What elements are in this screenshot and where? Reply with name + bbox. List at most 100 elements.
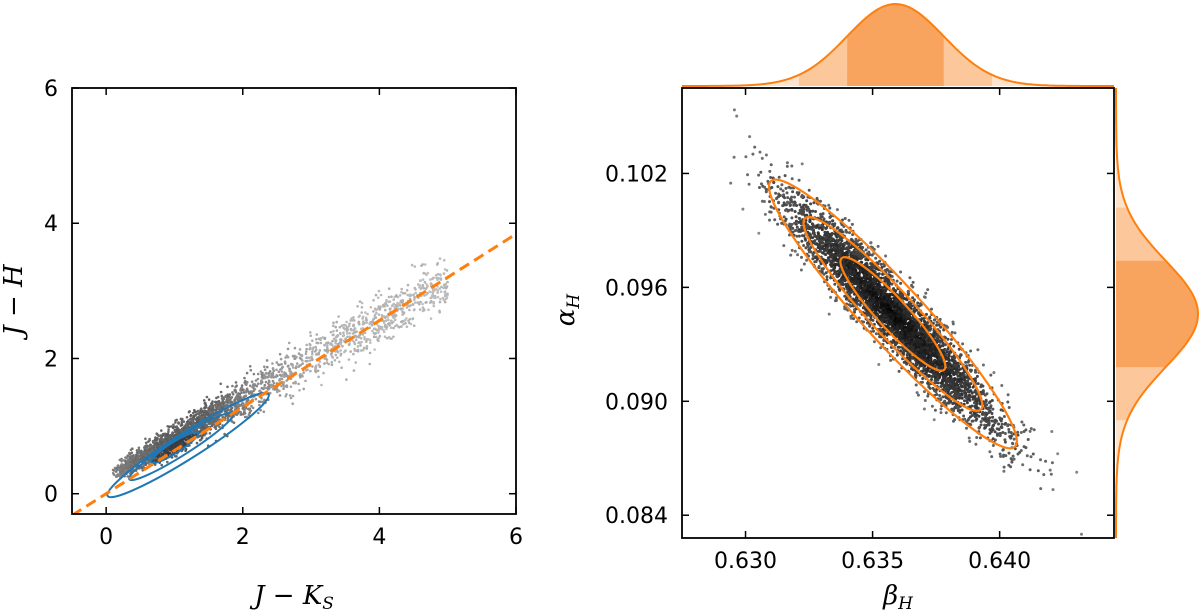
left-cloud-point xyxy=(407,321,411,325)
left-cloud-point xyxy=(153,438,157,441)
right-sample-point xyxy=(799,210,803,213)
left-cloud-point xyxy=(414,288,417,291)
left-cloud-point xyxy=(317,363,321,366)
left-cloud-point xyxy=(311,339,314,343)
left-cloud-point xyxy=(205,432,208,435)
left-cloud-point xyxy=(222,402,225,406)
right-sample-point xyxy=(794,219,798,223)
left-cloud-point xyxy=(285,374,289,377)
left-cloud-point xyxy=(347,343,351,347)
left-cloud-point xyxy=(242,412,246,416)
left-cloud-point xyxy=(295,355,298,359)
right-sample-point xyxy=(774,191,778,195)
left-cloud-point xyxy=(377,305,381,308)
right-sample-point xyxy=(935,320,939,324)
right-sample-point xyxy=(892,287,895,291)
left-cloud-point xyxy=(377,339,380,343)
left-cloud-point xyxy=(354,361,358,364)
right-sample-point xyxy=(844,228,848,232)
left-cloud-point xyxy=(271,362,274,365)
left-cloud-point xyxy=(169,448,172,452)
left-cloud-point xyxy=(242,402,245,405)
left-cloud-point xyxy=(436,276,439,280)
right-sample-point xyxy=(843,217,847,220)
left-cloud-point xyxy=(256,372,260,376)
right-sample-point xyxy=(789,186,793,190)
left-cloud-point xyxy=(401,313,404,316)
left-cloud-point xyxy=(120,469,124,473)
right-sample-point xyxy=(835,208,839,212)
left-cloud-point xyxy=(214,418,218,421)
right-sample-point xyxy=(1022,430,1026,433)
left-cloud-point xyxy=(162,438,166,442)
left-cloud-point xyxy=(334,353,338,357)
left-cloud-point xyxy=(231,393,235,396)
left-cloud-point xyxy=(298,348,302,351)
left-cloud-point xyxy=(154,443,157,447)
left-cloud-point xyxy=(446,280,449,284)
left-cloud-point xyxy=(413,265,417,268)
left-cloud-point xyxy=(211,404,215,408)
right-sample-point xyxy=(780,221,784,225)
left-cloud-point xyxy=(248,411,252,415)
left-cloud-point xyxy=(175,441,178,445)
right-sample-point xyxy=(833,282,837,286)
left-cloud-point xyxy=(141,469,144,472)
right-sample-point xyxy=(967,436,971,440)
right-sample-point xyxy=(1026,438,1030,441)
left-cloud-point xyxy=(276,388,279,391)
left-cloud-point xyxy=(428,290,432,294)
left-cloud-point xyxy=(200,407,203,411)
left-cloud-point xyxy=(184,423,188,426)
left-cloud-point xyxy=(298,364,302,367)
right-sample-point xyxy=(922,369,926,373)
left-cloud-point xyxy=(278,389,281,393)
left-cloud-point xyxy=(243,407,247,411)
left-cloud-point xyxy=(316,341,320,345)
left-cloud-point xyxy=(284,356,287,359)
left-cloud-point xyxy=(372,299,375,302)
left-cloud-point xyxy=(320,383,323,387)
right-sample-point xyxy=(773,218,777,222)
right-sample-point xyxy=(781,189,785,193)
right-sample-point xyxy=(779,187,783,191)
left-cloud-point xyxy=(132,456,136,459)
left-cloud-point xyxy=(198,430,201,434)
left-cloud-point xyxy=(370,320,374,324)
left-cloud-point xyxy=(215,402,218,405)
left-cloud-point xyxy=(292,355,296,358)
left-cloud-point xyxy=(244,394,248,398)
left-cloud-point xyxy=(219,382,222,386)
right-sample-point xyxy=(1012,457,1016,461)
left-cloud-point xyxy=(344,324,348,327)
left-cloud-point xyxy=(145,444,148,448)
left-cloud-point xyxy=(142,464,145,467)
left-cloud-point xyxy=(309,343,312,347)
left-cloud-point xyxy=(367,338,370,341)
left-cloud-point xyxy=(183,426,187,429)
left-cloud-point xyxy=(388,307,392,311)
left-cloud-point xyxy=(359,327,363,331)
left-cloud-point xyxy=(416,301,420,304)
right-sample-point xyxy=(851,252,855,255)
left-cloud-point xyxy=(360,301,364,305)
left-cloud-point xyxy=(355,335,358,338)
left-cloud-point xyxy=(369,306,373,309)
left-cloud-point xyxy=(195,441,199,445)
left-cloud-point xyxy=(344,337,347,341)
left-cloud-point xyxy=(445,296,449,300)
right-sample-point xyxy=(993,438,997,442)
left-cloud-point xyxy=(439,297,442,301)
left-cloud-point xyxy=(245,415,248,419)
left-cloud-point xyxy=(278,352,282,356)
left-cloud-point xyxy=(331,324,335,328)
right-sample-point xyxy=(898,345,901,349)
left-cloud-point xyxy=(283,375,286,379)
left-cloud-point xyxy=(349,327,353,331)
left-cloud-point xyxy=(128,451,131,455)
left-cloud-point xyxy=(346,335,349,339)
left-cloud-point xyxy=(240,391,243,395)
left-cloud-point xyxy=(155,432,158,436)
left-cloud-point xyxy=(392,326,395,330)
right-sample-point xyxy=(811,209,815,213)
